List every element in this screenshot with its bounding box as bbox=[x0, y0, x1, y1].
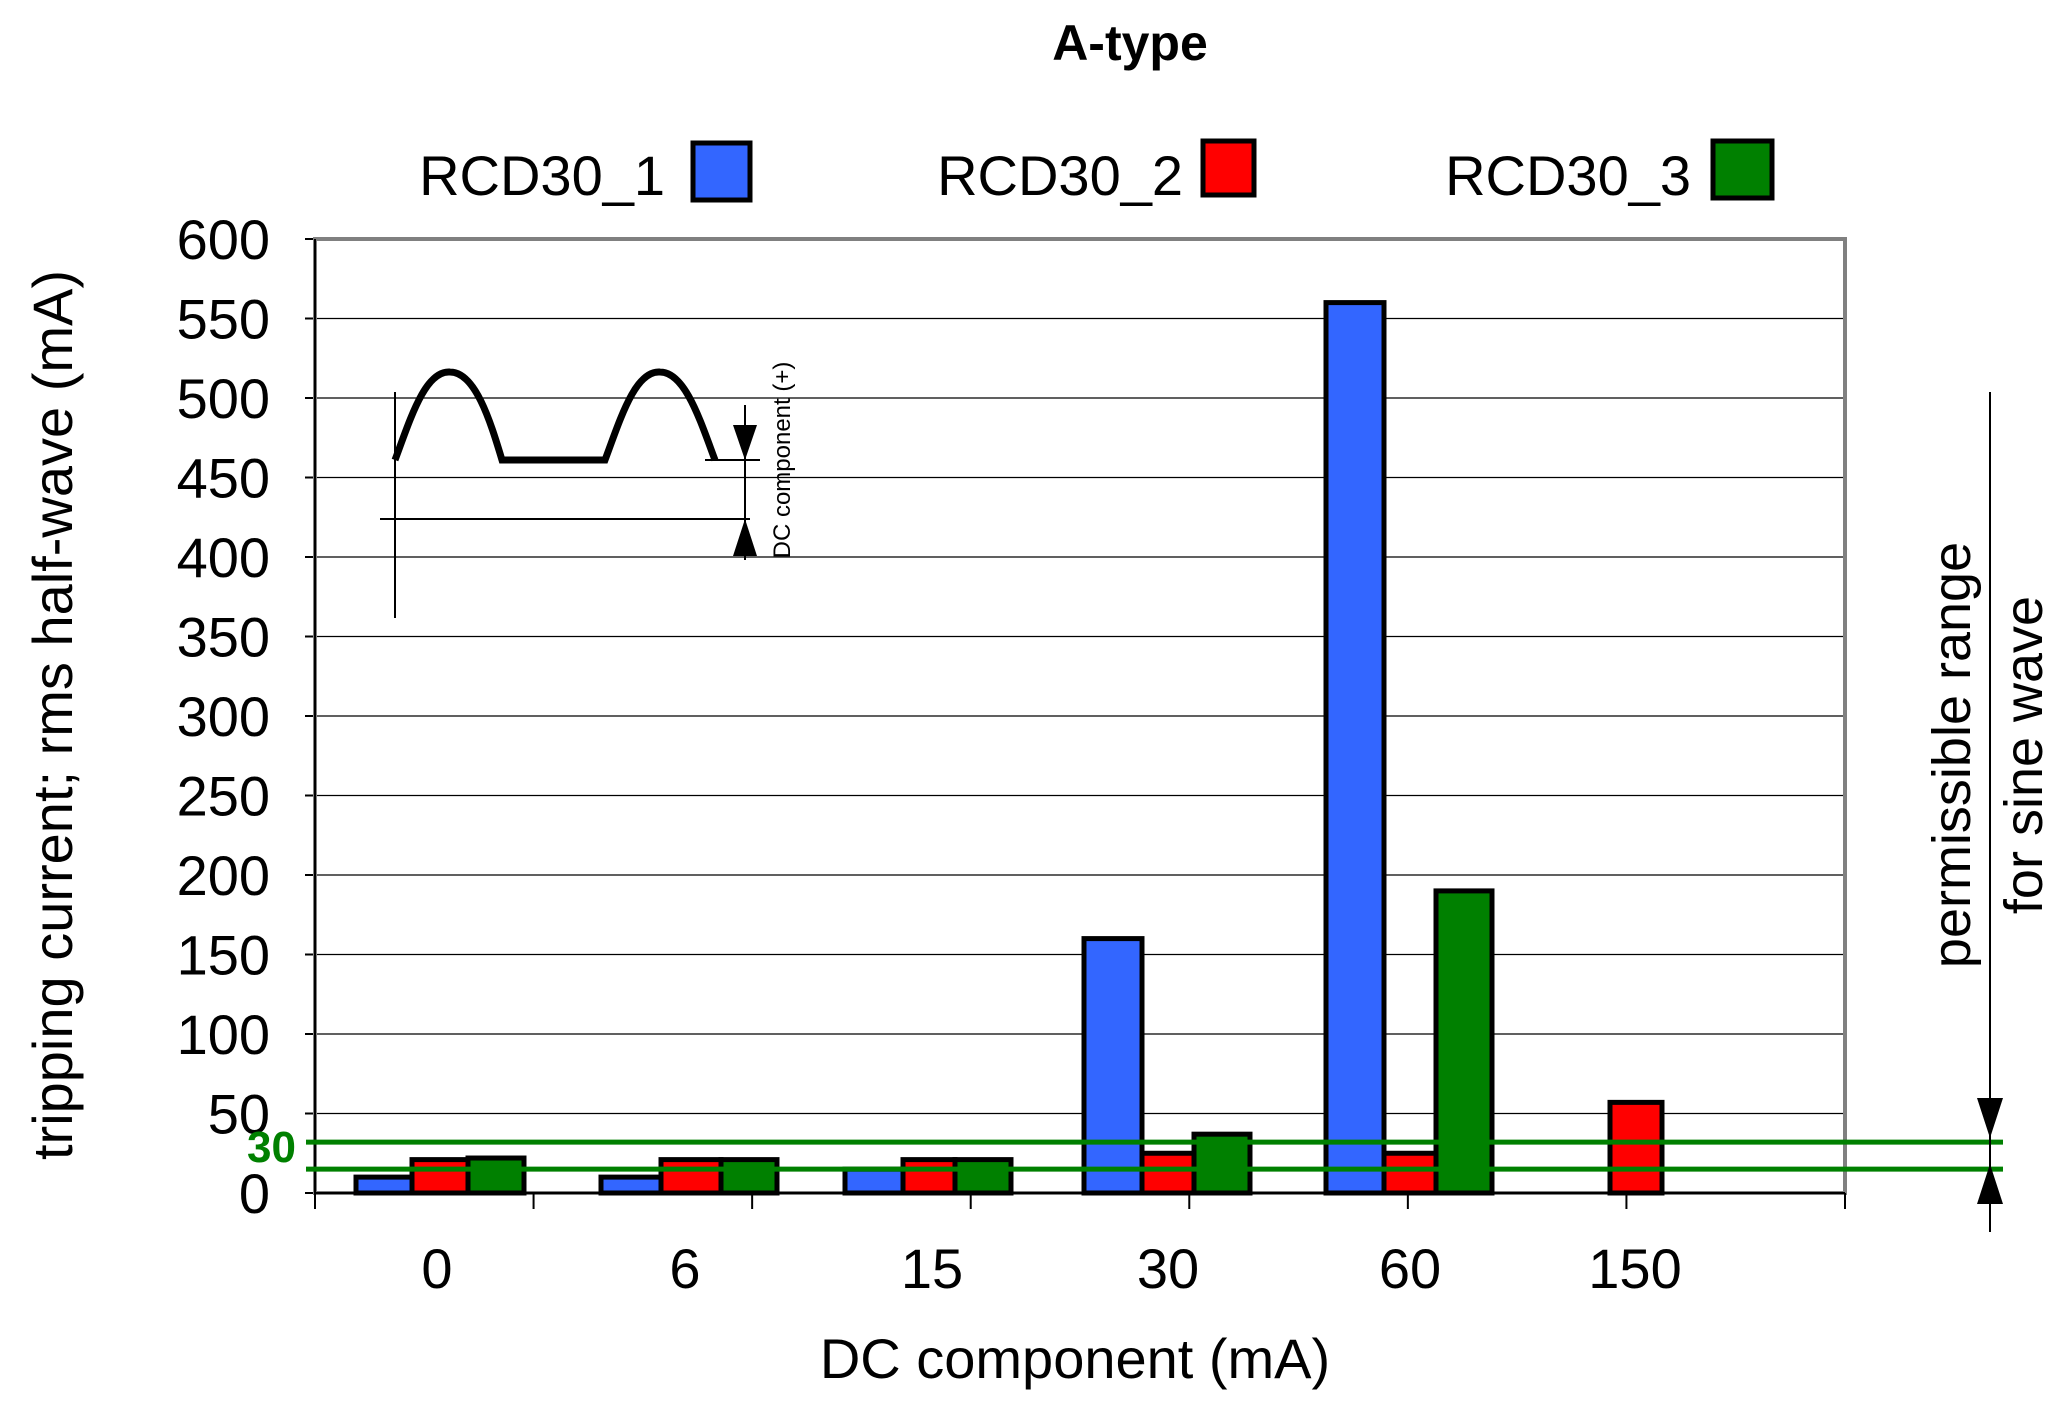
permissible-range-annotation: permissible range for sine wave bbox=[1922, 392, 2054, 1232]
reference-lines: 30 bbox=[247, 1123, 2003, 1172]
y-tick-label: 100 bbox=[177, 1003, 270, 1066]
bar-rcd30-1-dc-6 bbox=[598, 1174, 664, 1196]
inset-arrow-up-icon bbox=[733, 519, 757, 556]
x-tick-label: 6 bbox=[669, 1237, 700, 1300]
bar-rcd30-3-dc-0 bbox=[465, 1155, 527, 1196]
legend: RCD30_1 RCD30_2 RCD30_3 bbox=[419, 138, 1775, 207]
inset-label: DC component (+) bbox=[769, 362, 796, 559]
range-arrow-down-icon bbox=[1977, 1098, 2003, 1138]
half-wave-icon bbox=[391, 368, 719, 464]
legend-swatch-rcd30-2 bbox=[1200, 138, 1257, 198]
legend-swatch-rcd30-1 bbox=[690, 140, 753, 203]
range-label-line1: permissible range bbox=[1922, 542, 1982, 968]
legend-label-rcd30-1: RCD30_1 bbox=[419, 144, 665, 207]
bar-rcd30-3-dc-6 bbox=[718, 1157, 780, 1196]
x-tick-label: 60 bbox=[1379, 1237, 1441, 1300]
bar-rcd30-2-dc-60 bbox=[1381, 1150, 1439, 1196]
inset-waveform-diagram: DC component (+) bbox=[380, 362, 796, 618]
y-tick-label: 400 bbox=[177, 526, 270, 589]
y-tick-label: 0 bbox=[239, 1162, 270, 1225]
y-tick-label: 250 bbox=[177, 765, 270, 828]
legend-label-rcd30-2: RCD30_2 bbox=[937, 144, 1183, 207]
bar-rcd30-1-dc-30 bbox=[1081, 936, 1145, 1196]
x-tick-labels: 0 6 15 30 60 150 bbox=[421, 1237, 1681, 1300]
bar-rcd30-2-dc-0 bbox=[409, 1157, 471, 1196]
bar-rcd30-3-dc-15 bbox=[952, 1157, 1014, 1196]
y-tick-label: 550 bbox=[177, 288, 270, 351]
inset-arrow-down-icon bbox=[733, 425, 757, 460]
x-tick-label: 0 bbox=[421, 1237, 452, 1300]
y-tick-labels: 0 50 100 150 200 250 300 350 400 450 500 550 600 bbox=[177, 208, 270, 1225]
y-tick-label: 350 bbox=[177, 606, 270, 669]
bar-rcd30-1-dc-0 bbox=[353, 1174, 415, 1196]
range-arrow-up-icon bbox=[1977, 1164, 2003, 1204]
bar-rcd30-2-dc-6 bbox=[658, 1157, 724, 1196]
reference-label: 30 bbox=[247, 1123, 296, 1172]
bar-rcd30-1-dc-60 bbox=[1323, 300, 1387, 1196]
y-tick-label: 500 bbox=[177, 367, 270, 430]
gridlines bbox=[305, 237, 1847, 1209]
y-tick-label: 200 bbox=[177, 844, 270, 907]
x-axis-label: DC component (mA) bbox=[820, 1327, 1330, 1390]
y-tick-label: 300 bbox=[177, 685, 270, 748]
bar-rcd30-2-dc-150 bbox=[1607, 1099, 1665, 1196]
y-axis-label: tripping current; rms half-wave (mA) bbox=[21, 270, 84, 1160]
y-tick-label: 150 bbox=[177, 924, 270, 987]
chart-title: A-type bbox=[1052, 15, 1208, 71]
x-tick-label: 30 bbox=[1137, 1237, 1199, 1300]
y-tick-label: 600 bbox=[177, 208, 270, 271]
bar-rcd30-2-dc-15 bbox=[900, 1157, 958, 1196]
x-tick-label: 150 bbox=[1588, 1237, 1681, 1300]
x-tick-label: 15 bbox=[901, 1237, 963, 1300]
legend-label-rcd30-3: RCD30_3 bbox=[1445, 144, 1691, 207]
y-tick-label: 50 bbox=[208, 1083, 270, 1146]
bars bbox=[353, 300, 1665, 1196]
y-tick-label: 450 bbox=[177, 447, 270, 510]
bar-rcd30-2-dc-30 bbox=[1139, 1150, 1197, 1196]
range-label-line2: for sine wave bbox=[1994, 596, 2054, 914]
bar-rcd30-3-dc-60 bbox=[1433, 888, 1495, 1196]
legend-swatch-rcd30-3 bbox=[1710, 138, 1775, 201]
bar-rcd30-1-dc-15 bbox=[842, 1166, 906, 1196]
